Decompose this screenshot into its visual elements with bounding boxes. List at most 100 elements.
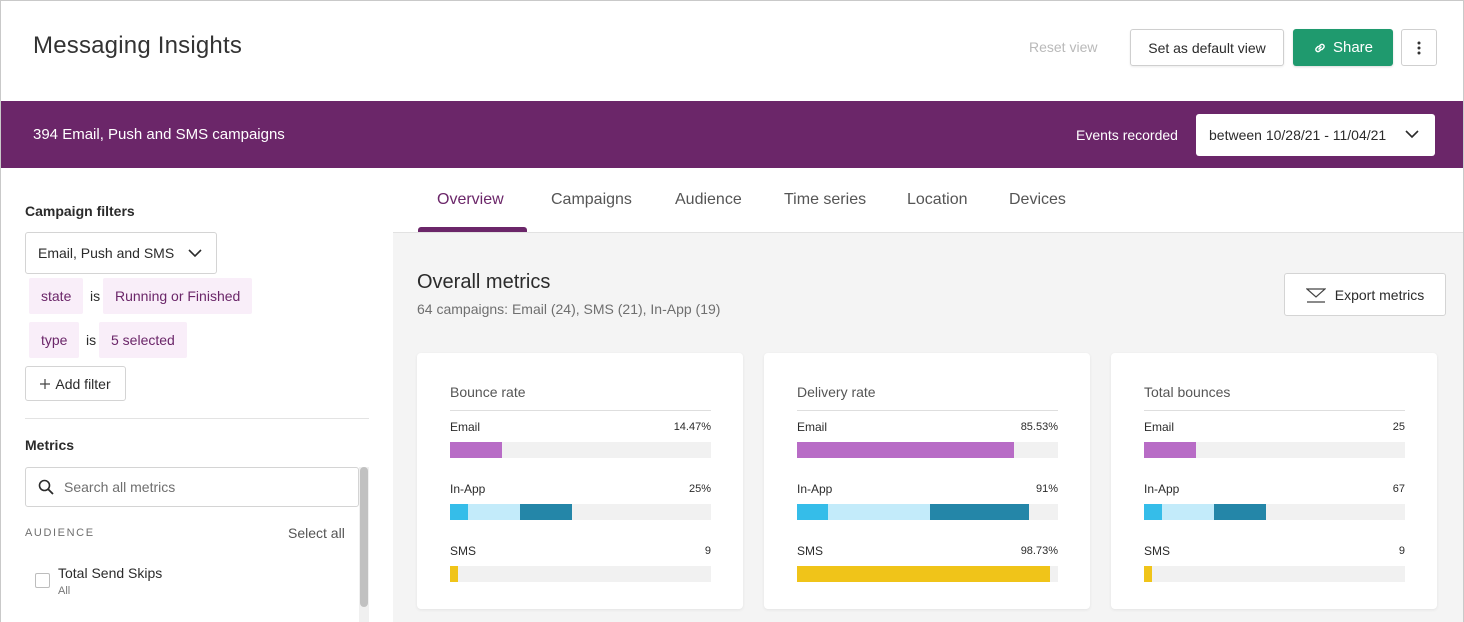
metric-bar-segment (930, 504, 1029, 520)
metric-bar-track (450, 504, 711, 520)
export-icon (1305, 287, 1326, 303)
channel-select[interactable]: Email, Push and SMS (25, 232, 217, 274)
metric-bar-segment (797, 504, 828, 520)
set-default-view-button[interactable]: Set as default view (1130, 29, 1284, 66)
export-metrics-label: Export metrics (1334, 286, 1425, 303)
metric-row-label: In-App (1144, 482, 1180, 496)
metric-bar-track (797, 442, 1058, 458)
metric-bar-track (797, 566, 1058, 582)
tab-location[interactable]: Location (907, 191, 968, 208)
tab-devices[interactable]: Devices (1009, 191, 1066, 208)
campaign-summary-band: 394 Email, Push and SMS campaigns Events… (1, 101, 1463, 168)
metric-bar-track (450, 566, 711, 582)
search-icon (38, 479, 54, 495)
metric-row-label: In-App (450, 482, 486, 496)
filter-value-chip[interactable]: 5 selected (99, 322, 187, 358)
metric-row-value: 9 (704, 545, 711, 557)
metric-bar-segment (450, 442, 502, 458)
metric-bar-segment (1144, 566, 1152, 582)
filter-operator: is (86, 332, 97, 348)
metric-row-label: SMS (797, 544, 824, 558)
metric-bar-track (797, 504, 1058, 520)
metric-row-value: 67 (1392, 483, 1405, 495)
overall-metrics-subtitle: 64 campaigns: Email (24), SMS (21), In-A… (417, 301, 721, 317)
chevron-down-icon (188, 249, 202, 258)
metric-row-value: 25% (688, 483, 711, 495)
metric-item-sub: All (58, 585, 71, 597)
metric-card-divider (797, 410, 1058, 411)
add-filter-button[interactable]: Add filter (25, 366, 126, 401)
filter-value-chip[interactable]: Running or Finished (103, 278, 253, 314)
tab-bar: Overview Campaigns Audience Time series … (393, 168, 1463, 233)
metric-row-label: Email (1144, 420, 1175, 434)
metric-bar-segment (828, 504, 930, 520)
scrollbar-thumb[interactable] (360, 467, 368, 607)
metric-checkbox[interactable] (35, 573, 50, 588)
metric-item-label: Total Send Skips (58, 565, 163, 581)
metric-bar-segment (797, 442, 1014, 458)
metric-bar-segment (1144, 504, 1162, 520)
tab-overview[interactable]: Overview (437, 191, 504, 208)
metric-bar-segment (450, 566, 458, 582)
metric-card: Total bounces Email 25 In-App 67 SMS 9 (1111, 353, 1437, 609)
filter-operator: is (90, 288, 101, 304)
metric-row-value: 91% (1035, 483, 1058, 495)
select-all-link[interactable]: Select all (288, 525, 345, 541)
top-bar: Messaging Insights Reset view Set as def… (1, 1, 1463, 101)
metric-row-value: 9 (1398, 545, 1405, 557)
share-button[interactable]: Share (1293, 29, 1393, 66)
date-range-value: between 10/28/21 - 11/04/21 (1209, 127, 1387, 143)
date-range-select[interactable]: between 10/28/21 - 11/04/21 (1196, 114, 1435, 156)
metric-card-title: Bounce rate (450, 384, 526, 400)
reset-view-link[interactable]: Reset view (1029, 39, 1098, 55)
campaign-count-title: 394 Email, Push and SMS campaigns (33, 126, 285, 143)
metric-row-value: 25 (1392, 421, 1405, 433)
metric-card-title: Total bounces (1144, 384, 1231, 400)
overall-metrics-title: Overall metrics (417, 271, 551, 293)
share-label: Share (1332, 39, 1374, 56)
metric-bar-track (1144, 566, 1405, 582)
channel-select-value: Email, Push and SMS (38, 245, 175, 261)
tab-time-series[interactable]: Time series (784, 191, 867, 208)
metric-row-label: SMS (450, 544, 477, 558)
more-options-button[interactable] (1401, 29, 1437, 66)
metric-row-label: Email (450, 420, 481, 434)
metric-row-label: SMS (1144, 544, 1171, 558)
metric-card: Bounce rate Email 14.47% In-App 25% SMS 9 (417, 353, 743, 609)
sidebar-scrollbar[interactable] (359, 467, 369, 622)
metric-row-label: In-App (797, 482, 833, 496)
metrics-heading: Metrics (25, 437, 75, 453)
metric-card: Delivery rate Email 85.53% In-App 91% SMS 98.7… (764, 353, 1090, 609)
metric-bar-segment (450, 504, 468, 520)
metric-row-value: 14.47% (673, 421, 711, 433)
chevron-down-icon (1405, 130, 1419, 139)
metric-bar-segment (1144, 442, 1196, 458)
metrics-search-input[interactable]: Search all metrics (25, 467, 359, 507)
metric-bar-segment (1162, 504, 1214, 520)
sidebar: Campaign filters Email, Push and SMS sta… (1, 168, 393, 622)
active-tab-indicator (418, 227, 527, 232)
page-title: Messaging Insights (33, 32, 243, 59)
export-metrics-button[interactable]: Export metrics (1284, 273, 1446, 316)
main-content: Overview Campaigns Audience Time series … (393, 168, 1463, 622)
tab-audience[interactable]: Audience (675, 191, 742, 208)
kebab-icon (1417, 41, 1421, 54)
metric-bar-track (450, 442, 711, 458)
metric-row-value: 85.53% (1020, 421, 1058, 433)
filter-field-chip[interactable]: state (29, 278, 84, 314)
metric-card-divider (450, 410, 711, 411)
metric-row-value: 98.73% (1020, 545, 1058, 557)
filter-field-chip[interactable]: type (29, 322, 80, 358)
campaign-filters-heading: Campaign filters (25, 203, 135, 219)
metric-bar-track (1144, 442, 1405, 458)
metric-bar-segment (797, 566, 1050, 582)
tab-campaigns[interactable]: Campaigns (551, 191, 632, 208)
metric-bar-segment (468, 504, 520, 520)
search-placeholder: Search all metrics (64, 479, 176, 495)
metric-row-label: Email (797, 420, 828, 434)
add-filter-label: Add filter (55, 375, 111, 392)
metric-card-divider (1144, 410, 1405, 411)
plus-icon (40, 378, 51, 389)
metric-bar-segment (520, 504, 572, 520)
sidebar-divider (25, 418, 369, 419)
